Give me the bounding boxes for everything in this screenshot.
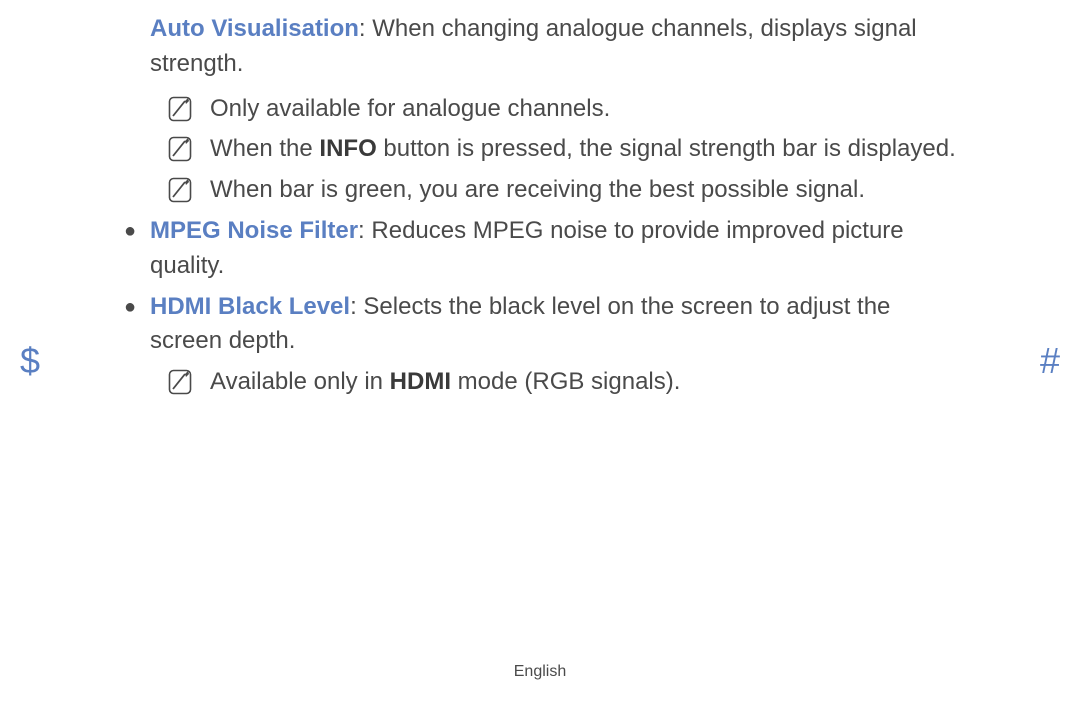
section-auto-visualisation: Auto Visualisation: When changing analog…	[150, 12, 960, 82]
bullet-icon: ●	[124, 290, 150, 324]
note-row: Only available for analogue channels.	[168, 92, 960, 127]
section-mpeg-noise-filter: ● MPEG Noise Filter: Reduces MPEG noise …	[124, 214, 960, 284]
note-text: When bar is green, you are receiving the…	[210, 173, 960, 208]
note-row: When bar is green, you are receiving the…	[168, 173, 960, 208]
nav-next-icon[interactable]: #	[1040, 335, 1060, 387]
mpeg-label: MPEG Noise Filter	[150, 217, 358, 244]
note-icon	[168, 96, 192, 122]
hdmi-label: HDMI Black Level	[150, 293, 350, 320]
note-row: When the INFO button is pressed, the sig…	[168, 132, 960, 167]
note-text: Only available for analogue channels.	[210, 92, 960, 127]
note-icon	[168, 177, 192, 203]
note-bold: HDMI	[390, 368, 451, 395]
note-text: Available only in HDMI mode (RGB signals…	[210, 365, 960, 400]
nav-prev-icon[interactable]: $	[20, 335, 40, 387]
note-icon	[168, 369, 192, 395]
section-hdmi-black-level: ● HDMI Black Level: Selects the black le…	[124, 290, 960, 406]
page-content: Auto Visualisation: When changing analog…	[150, 12, 960, 412]
note-post: mode (RGB signals).	[451, 368, 680, 395]
note-post: button is pressed, the signal strength b…	[377, 135, 956, 162]
note-pre: Available only in	[210, 368, 390, 395]
note-icon	[168, 136, 192, 162]
note-bold: INFO	[319, 135, 376, 162]
bullet-icon: ●	[124, 214, 150, 248]
note-row: Available only in HDMI mode (RGB signals…	[168, 365, 960, 400]
footer-language: English	[0, 660, 1080, 683]
auto-visualisation-label: Auto Visualisation	[150, 15, 359, 42]
note-text: When the INFO button is pressed, the sig…	[210, 132, 960, 167]
note-pre: When the	[210, 135, 319, 162]
